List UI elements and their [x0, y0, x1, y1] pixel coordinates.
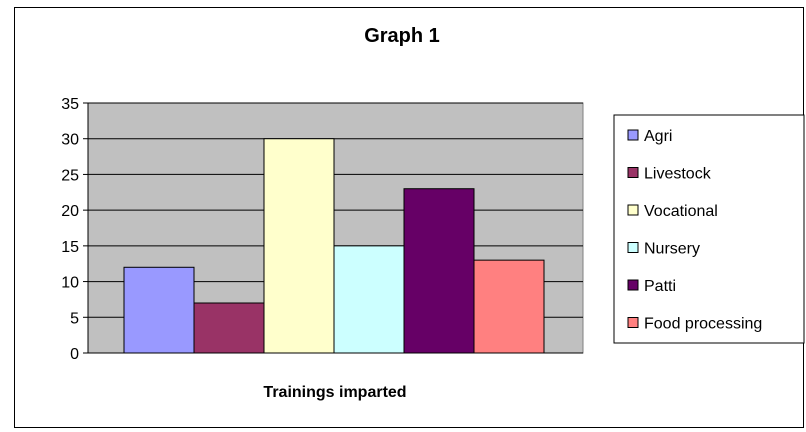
bar-food-processing [473, 259, 545, 354]
y-tick-label: 30 [61, 132, 79, 149]
legend-swatch [627, 279, 639, 291]
legend-label: Patti [644, 278, 676, 295]
legend-label: Vocational [644, 203, 718, 220]
bar-nursery [333, 245, 405, 354]
y-tick-label: 5 [70, 310, 79, 327]
y-tick-label: 15 [61, 239, 79, 256]
legend-box [613, 114, 805, 344]
legend-label: Food processing [644, 316, 762, 333]
legend: Agri Livestock Vocational Nursery Patti Food … [613, 114, 805, 344]
legend-swatch [627, 317, 639, 328]
bar-agri [123, 266, 195, 354]
bar-patti [403, 188, 475, 354]
bar-vocational [263, 138, 335, 354]
y-tick-label: 35 [61, 96, 79, 113]
legend-swatch [627, 204, 639, 216]
x-axis-label: Trainings imparted [263, 384, 406, 401]
y-tick-label: 20 [61, 203, 79, 220]
legend-label: Nursery [644, 241, 700, 258]
chart-title: Graph 1 [364, 25, 440, 47]
bars [123, 138, 545, 354]
legend-label: Agri [644, 128, 672, 145]
legend-swatch [627, 129, 639, 141]
bar-livestock [193, 302, 265, 354]
legend-label: Livestock [644, 166, 712, 183]
legend-swatch [627, 167, 639, 178]
y-tick-label: 25 [61, 167, 79, 184]
y-tick-label: 0 [70, 346, 79, 363]
y-tick-label: 10 [61, 275, 79, 292]
legend-swatch [627, 242, 639, 253]
